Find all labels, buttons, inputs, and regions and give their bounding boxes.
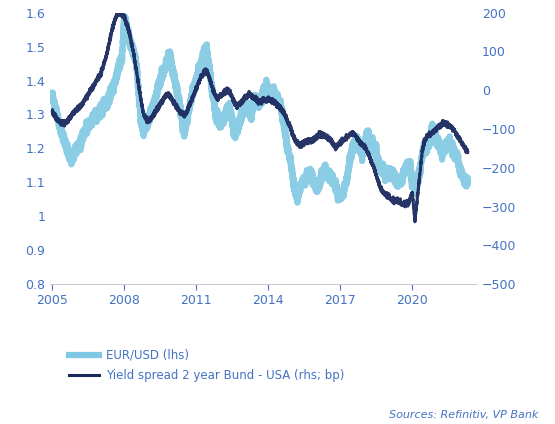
Legend: EUR/USD (lhs), Yield spread 2 year Bund - USA (rhs; bp): EUR/USD (lhs), Yield spread 2 year Bund …	[64, 344, 349, 387]
Text: Sources: Refinitiv, VP Bank: Sources: Refinitiv, VP Bank	[389, 410, 538, 420]
